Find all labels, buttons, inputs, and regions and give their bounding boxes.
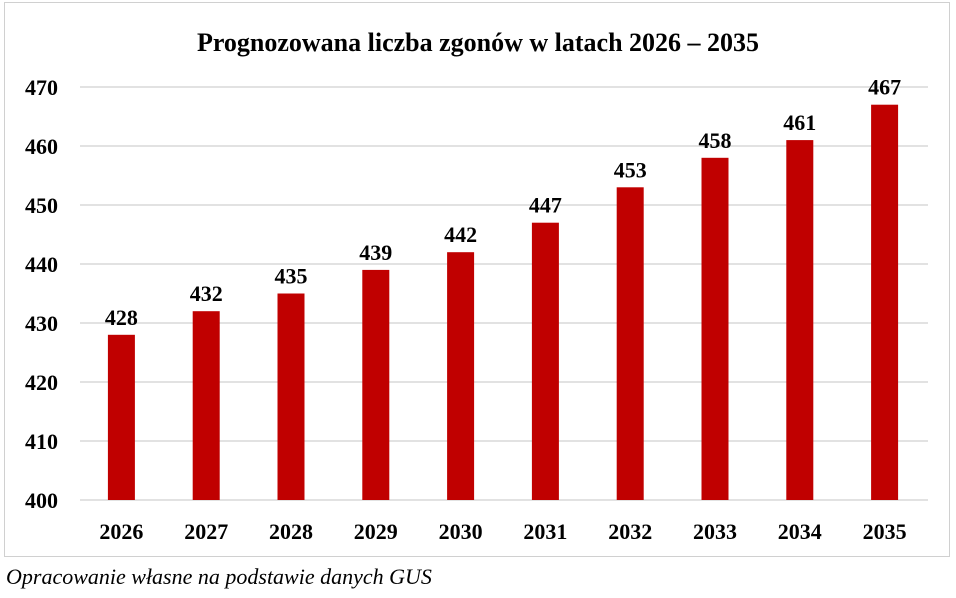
data-label: 432 bbox=[190, 281, 223, 306]
x-tick-label: 2027 bbox=[184, 519, 228, 544]
y-tick-label: 420 bbox=[25, 370, 58, 395]
data-label: 435 bbox=[275, 264, 308, 289]
bar bbox=[277, 293, 305, 500]
x-tick-label: 2030 bbox=[439, 519, 483, 544]
x-tick-label: 2032 bbox=[608, 519, 652, 544]
y-tick-label: 400 bbox=[25, 488, 58, 513]
data-label: 428 bbox=[105, 305, 138, 330]
chart-title: Prognozowana liczba zgonów w latach 2026… bbox=[197, 28, 759, 57]
bar bbox=[447, 252, 475, 500]
x-tick-label: 2026 bbox=[99, 519, 143, 544]
bar bbox=[192, 311, 220, 500]
x-tick-label: 2031 bbox=[523, 519, 567, 544]
bar bbox=[616, 187, 644, 501]
x-tick-label: 2033 bbox=[693, 519, 737, 544]
y-tick-label: 470 bbox=[25, 75, 58, 100]
bar bbox=[107, 334, 135, 500]
bar bbox=[701, 157, 729, 501]
data-label: 461 bbox=[783, 110, 816, 135]
data-label: 458 bbox=[699, 128, 732, 153]
chart-frame bbox=[4, 2, 950, 557]
x-tick-label: 2035 bbox=[863, 519, 907, 544]
bar bbox=[362, 269, 390, 500]
data-label: 439 bbox=[359, 240, 392, 265]
x-tick-label: 2034 bbox=[778, 519, 822, 544]
y-tick-label: 450 bbox=[25, 193, 58, 218]
y-tick-label: 440 bbox=[25, 252, 58, 277]
data-label: 442 bbox=[444, 222, 477, 247]
bar bbox=[786, 140, 814, 500]
data-label: 467 bbox=[868, 75, 901, 100]
y-tick-label: 430 bbox=[25, 311, 58, 336]
bar bbox=[871, 104, 899, 500]
data-label: 453 bbox=[614, 157, 647, 182]
bar bbox=[531, 222, 559, 500]
source-caption: Opracowanie własne na podstawie danych G… bbox=[6, 564, 432, 589]
y-tick-label: 410 bbox=[25, 429, 58, 454]
x-tick-label: 2028 bbox=[269, 519, 313, 544]
x-tick-label: 2029 bbox=[354, 519, 398, 544]
data-label: 447 bbox=[529, 193, 562, 218]
y-tick-label: 460 bbox=[25, 134, 58, 159]
